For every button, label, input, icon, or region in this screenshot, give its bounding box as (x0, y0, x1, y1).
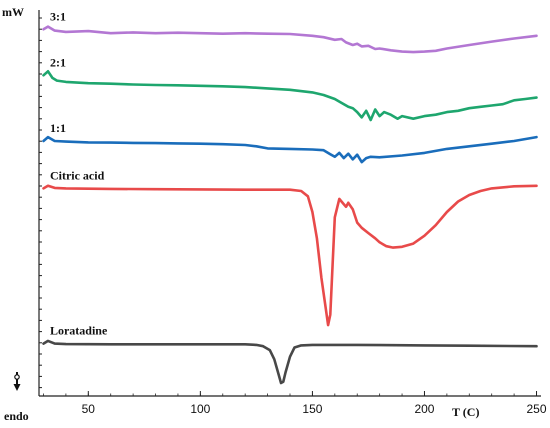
series-label-2-1: 2:1 (50, 55, 66, 69)
x-tick-label: 200 (414, 402, 434, 416)
series-line-loratadine (42, 339, 538, 385)
endo-arrow-head (13, 384, 21, 391)
series-label-loratadine: Loratadine (50, 324, 108, 338)
x-axis-title: T (C) (452, 405, 479, 419)
series-line-3-1 (42, 25, 538, 54)
y-axis-title: mW (2, 5, 24, 19)
series-line-2-1 (42, 70, 538, 122)
x-tick-label: 50 (82, 402, 96, 416)
x-tick-label: 100 (190, 402, 210, 416)
series-line-1-1 (42, 135, 538, 164)
x-tick-label: 250 (527, 402, 547, 416)
x-tick-label: 150 (302, 402, 322, 416)
series-layer (42, 25, 538, 385)
axes: 50 100 150 200 250 (38, 10, 547, 416)
series-label-1-1: 1:1 (50, 121, 66, 135)
labels-layer: T (C) mW endo 3:1 2:1 1:1 Citric acid Loratadin… (2, 5, 479, 423)
series-line-citric-acid (42, 184, 538, 327)
series-label-3-1: 3:1 (50, 9, 66, 23)
endo-label: endo (4, 409, 29, 423)
endo-arrow-dot (14, 374, 20, 380)
series-label-citric-acid: Citric acid (50, 168, 105, 182)
